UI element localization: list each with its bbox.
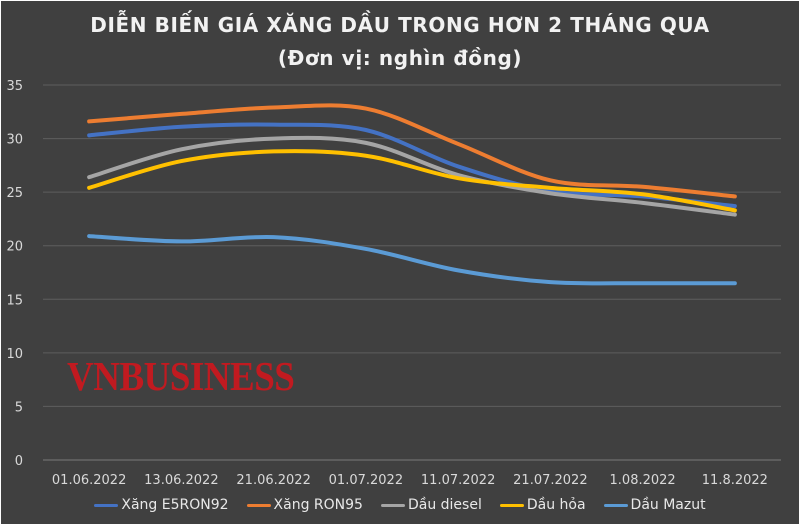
legend-label: Dầu diesel bbox=[408, 497, 482, 513]
legend-label: Xăng E5RON92 bbox=[121, 497, 228, 513]
x-tick-label: 21.06.2022 bbox=[236, 473, 310, 488]
legend-item-0: Xăng E5RON92 bbox=[94, 497, 228, 513]
legend-label: Dầu hỏa bbox=[527, 497, 586, 513]
legend-swatch bbox=[94, 504, 118, 507]
y-tick-label: 20 bbox=[6, 240, 23, 255]
y-tick-label: 0 bbox=[15, 454, 23, 469]
legend-item-2: Dầu diesel bbox=[381, 497, 482, 513]
legend-swatch bbox=[604, 504, 628, 507]
legend-label: Xăng RON95 bbox=[274, 497, 363, 513]
x-tick-label: 13.06.2022 bbox=[144, 473, 218, 488]
y-tick-label: 15 bbox=[6, 293, 23, 308]
y-tick-label: 10 bbox=[6, 347, 23, 362]
vnbusiness-watermark: VNBUSINESS bbox=[67, 353, 294, 401]
chart-legend: Xăng E5RON92 Xăng RON95 Dầu diesel Dầu hỏa D… bbox=[1, 497, 799, 513]
x-tick-label: 11.8.2022 bbox=[702, 473, 768, 488]
y-tick-label: 25 bbox=[6, 186, 23, 201]
y-tick-label: 35 bbox=[6, 79, 23, 94]
y-tick-label: 5 bbox=[15, 400, 23, 415]
x-tick-label: 11.07.2022 bbox=[421, 473, 495, 488]
x-tick-label: 01.06.2022 bbox=[52, 473, 126, 488]
legend-item-1: Xăng RON95 bbox=[247, 497, 363, 513]
y-tick-label: 30 bbox=[6, 133, 23, 148]
x-tick-label: 01.07.2022 bbox=[329, 473, 403, 488]
series-line-4 bbox=[89, 236, 735, 283]
legend-item-4: Dầu Mazut bbox=[604, 497, 706, 513]
legend-swatch bbox=[247, 504, 271, 507]
legend-label: Dầu Mazut bbox=[631, 497, 706, 513]
x-tick-label: 21.07.2022 bbox=[513, 473, 587, 488]
legend-swatch bbox=[500, 504, 524, 507]
x-tick-label: 1.08.2022 bbox=[610, 473, 676, 488]
series-line-2 bbox=[89, 138, 735, 215]
legend-swatch bbox=[381, 504, 405, 507]
series-line-1 bbox=[89, 105, 735, 196]
legend-item-3: Dầu hỏa bbox=[500, 497, 586, 513]
